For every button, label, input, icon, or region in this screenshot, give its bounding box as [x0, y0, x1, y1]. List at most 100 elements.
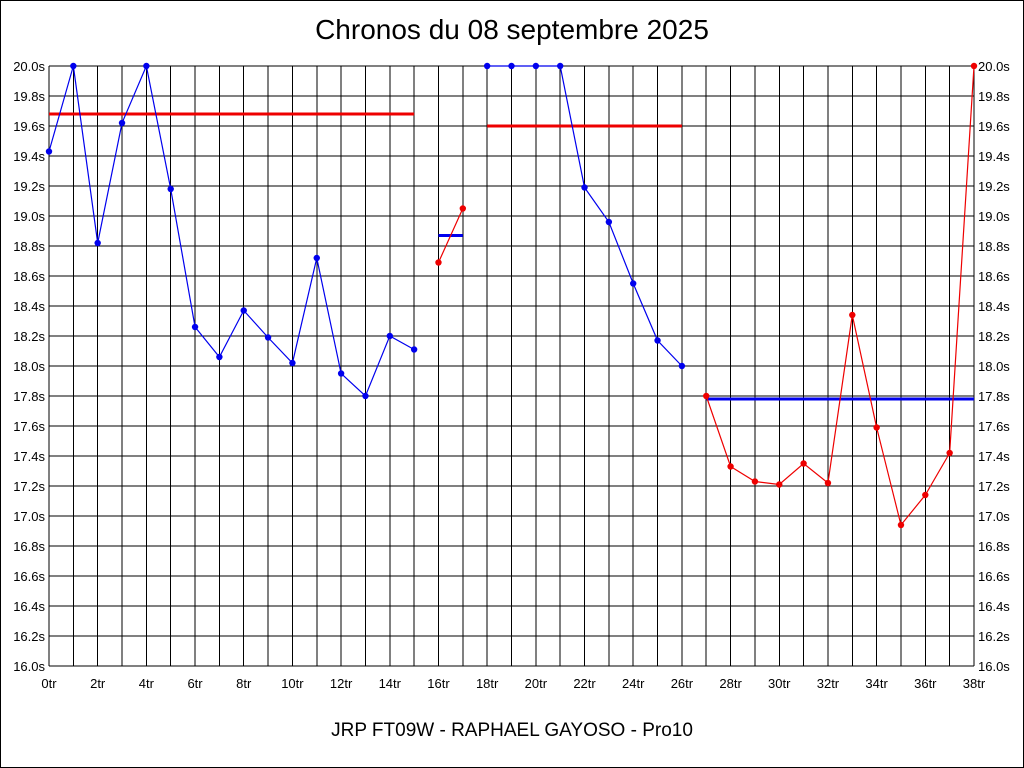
data-point — [191, 323, 199, 331]
chart-title: Chronos du 08 septembre 2025 — [315, 14, 709, 45]
axis-labels: 16.0s 16.0s 16.2s 16.2s 16.4s 16.4s 16.6s 16.6s… — [13, 59, 1010, 691]
x-tick-label: 8tr — [236, 676, 252, 691]
x-tick-label: 0tr — [41, 676, 57, 691]
y-tick-label-left: 19.6s — [13, 119, 45, 134]
x-tick-label: 26tr — [671, 676, 694, 691]
y-tick-label-right: 19.0s — [978, 209, 1010, 224]
x-tick-label: 2tr — [90, 676, 106, 691]
data-point — [70, 62, 77, 70]
y-tick-label-left: 18.6s — [13, 269, 45, 284]
x-tick-label: 22tr — [573, 676, 596, 691]
y-tick-label-left: 16.8s — [13, 539, 45, 554]
grid — [48, 65, 975, 667]
data-point — [678, 362, 686, 370]
data-point — [167, 185, 174, 193]
data-point — [362, 392, 369, 400]
y-tick-label-right: 18.8s — [978, 239, 1010, 254]
y-tick-label-right: 19.4s — [978, 149, 1010, 164]
y-tick-label-left: 16.6s — [13, 569, 45, 584]
y-tick-label-left: 19.2s — [13, 179, 45, 194]
y-tick-label-left: 16.2s — [13, 629, 45, 644]
y-tick-label-right: 17.2s — [978, 479, 1010, 494]
y-tick-label-right: 18.6s — [978, 269, 1010, 284]
data-point — [410, 346, 418, 353]
series-line — [48, 63, 415, 398]
data-point — [897, 521, 905, 529]
data-point — [776, 481, 783, 488]
y-tick-label-right: 16.4s — [978, 599, 1010, 614]
data-point — [216, 353, 223, 361]
y-tick-label-right: 17.8s — [978, 389, 1010, 404]
data-point — [922, 491, 929, 499]
y-tick-label-left: 19.0s — [13, 209, 45, 224]
y-tick-label-left: 19.8s — [13, 89, 45, 104]
data-point — [435, 259, 442, 266]
y-tick-label-right: 19.6s — [978, 119, 1010, 134]
y-tick-label-right: 16.2s — [978, 629, 1010, 644]
data-point — [483, 62, 491, 70]
y-tick-label-left: 17.4s — [13, 449, 45, 464]
y-tick-label-right: 16.8s — [978, 539, 1010, 554]
data-point — [289, 359, 296, 367]
x-tick-label: 16tr — [427, 676, 450, 691]
data-point — [800, 460, 807, 467]
data-point — [313, 254, 320, 262]
series — [45, 62, 978, 529]
y-tick-label-right: 19.2s — [978, 179, 1010, 194]
data-point — [556, 62, 564, 70]
x-tick-label: 6tr — [187, 676, 203, 691]
y-tick-label-right: 19.8s — [978, 89, 1010, 104]
series-line — [705, 65, 975, 527]
data-point — [337, 370, 345, 377]
data-point — [824, 479, 832, 487]
y-tick-label-right: 18.2s — [978, 329, 1010, 344]
y-tick-label-left: 18.0s — [13, 359, 45, 374]
y-tick-label-left: 19.4s — [13, 149, 45, 164]
y-tick-label-left: 17.0s — [13, 509, 45, 524]
data-point — [946, 449, 953, 457]
y-tick-label-left: 18.8s — [13, 239, 45, 254]
x-tick-label: 14tr — [379, 676, 402, 691]
data-point — [581, 184, 588, 191]
data-point — [727, 463, 734, 470]
y-tick-label-right: 17.0s — [978, 509, 1010, 524]
x-tick-label: 10tr — [281, 676, 304, 691]
y-tick-label-left: 20.0s — [13, 59, 45, 74]
chart-subtitle: JRP FT09W - RAPHAEL GAYOSO - Pro10 — [331, 720, 693, 741]
y-tick-label-right: 17.6s — [978, 419, 1010, 434]
y-tick-label-right: 18.0s — [978, 359, 1010, 374]
y-tick-label-right: 17.4s — [978, 449, 1010, 464]
y-tick-label-right: 18.4s — [978, 299, 1010, 314]
data-point — [873, 424, 880, 431]
data-point — [630, 280, 637, 287]
y-tick-label-left: 16.4s — [13, 599, 45, 614]
data-point — [143, 62, 150, 70]
data-point — [654, 337, 661, 344]
x-tick-label: 18tr — [476, 676, 499, 691]
x-tick-label: 20tr — [525, 676, 548, 691]
data-point — [45, 148, 53, 155]
y-tick-label-left: 17.2s — [13, 479, 45, 494]
y-tick-label-left: 17.6s — [13, 419, 45, 434]
y-tick-label-right: 20.0s — [978, 59, 1010, 74]
data-point — [459, 205, 467, 212]
y-tick-label-right: 16.0s — [978, 659, 1010, 674]
series-line — [437, 208, 464, 263]
x-tick-label: 38tr — [963, 676, 986, 691]
data-point — [118, 119, 126, 127]
x-tick-label: 30tr — [768, 676, 791, 691]
x-tick-label: 12tr — [330, 676, 353, 691]
data-point — [94, 239, 101, 247]
x-tick-label: 28tr — [719, 676, 742, 691]
data-point — [849, 311, 856, 319]
x-tick-label: 24tr — [622, 676, 645, 691]
data-point — [532, 62, 540, 70]
data-point — [240, 307, 247, 314]
data-point — [605, 218, 613, 226]
data-point — [970, 62, 978, 70]
data-point — [264, 334, 272, 341]
y-tick-label-left: 18.4s — [13, 299, 45, 314]
x-tick-label: 32tr — [817, 676, 840, 691]
y-tick-label-left: 16.0s — [13, 659, 45, 674]
